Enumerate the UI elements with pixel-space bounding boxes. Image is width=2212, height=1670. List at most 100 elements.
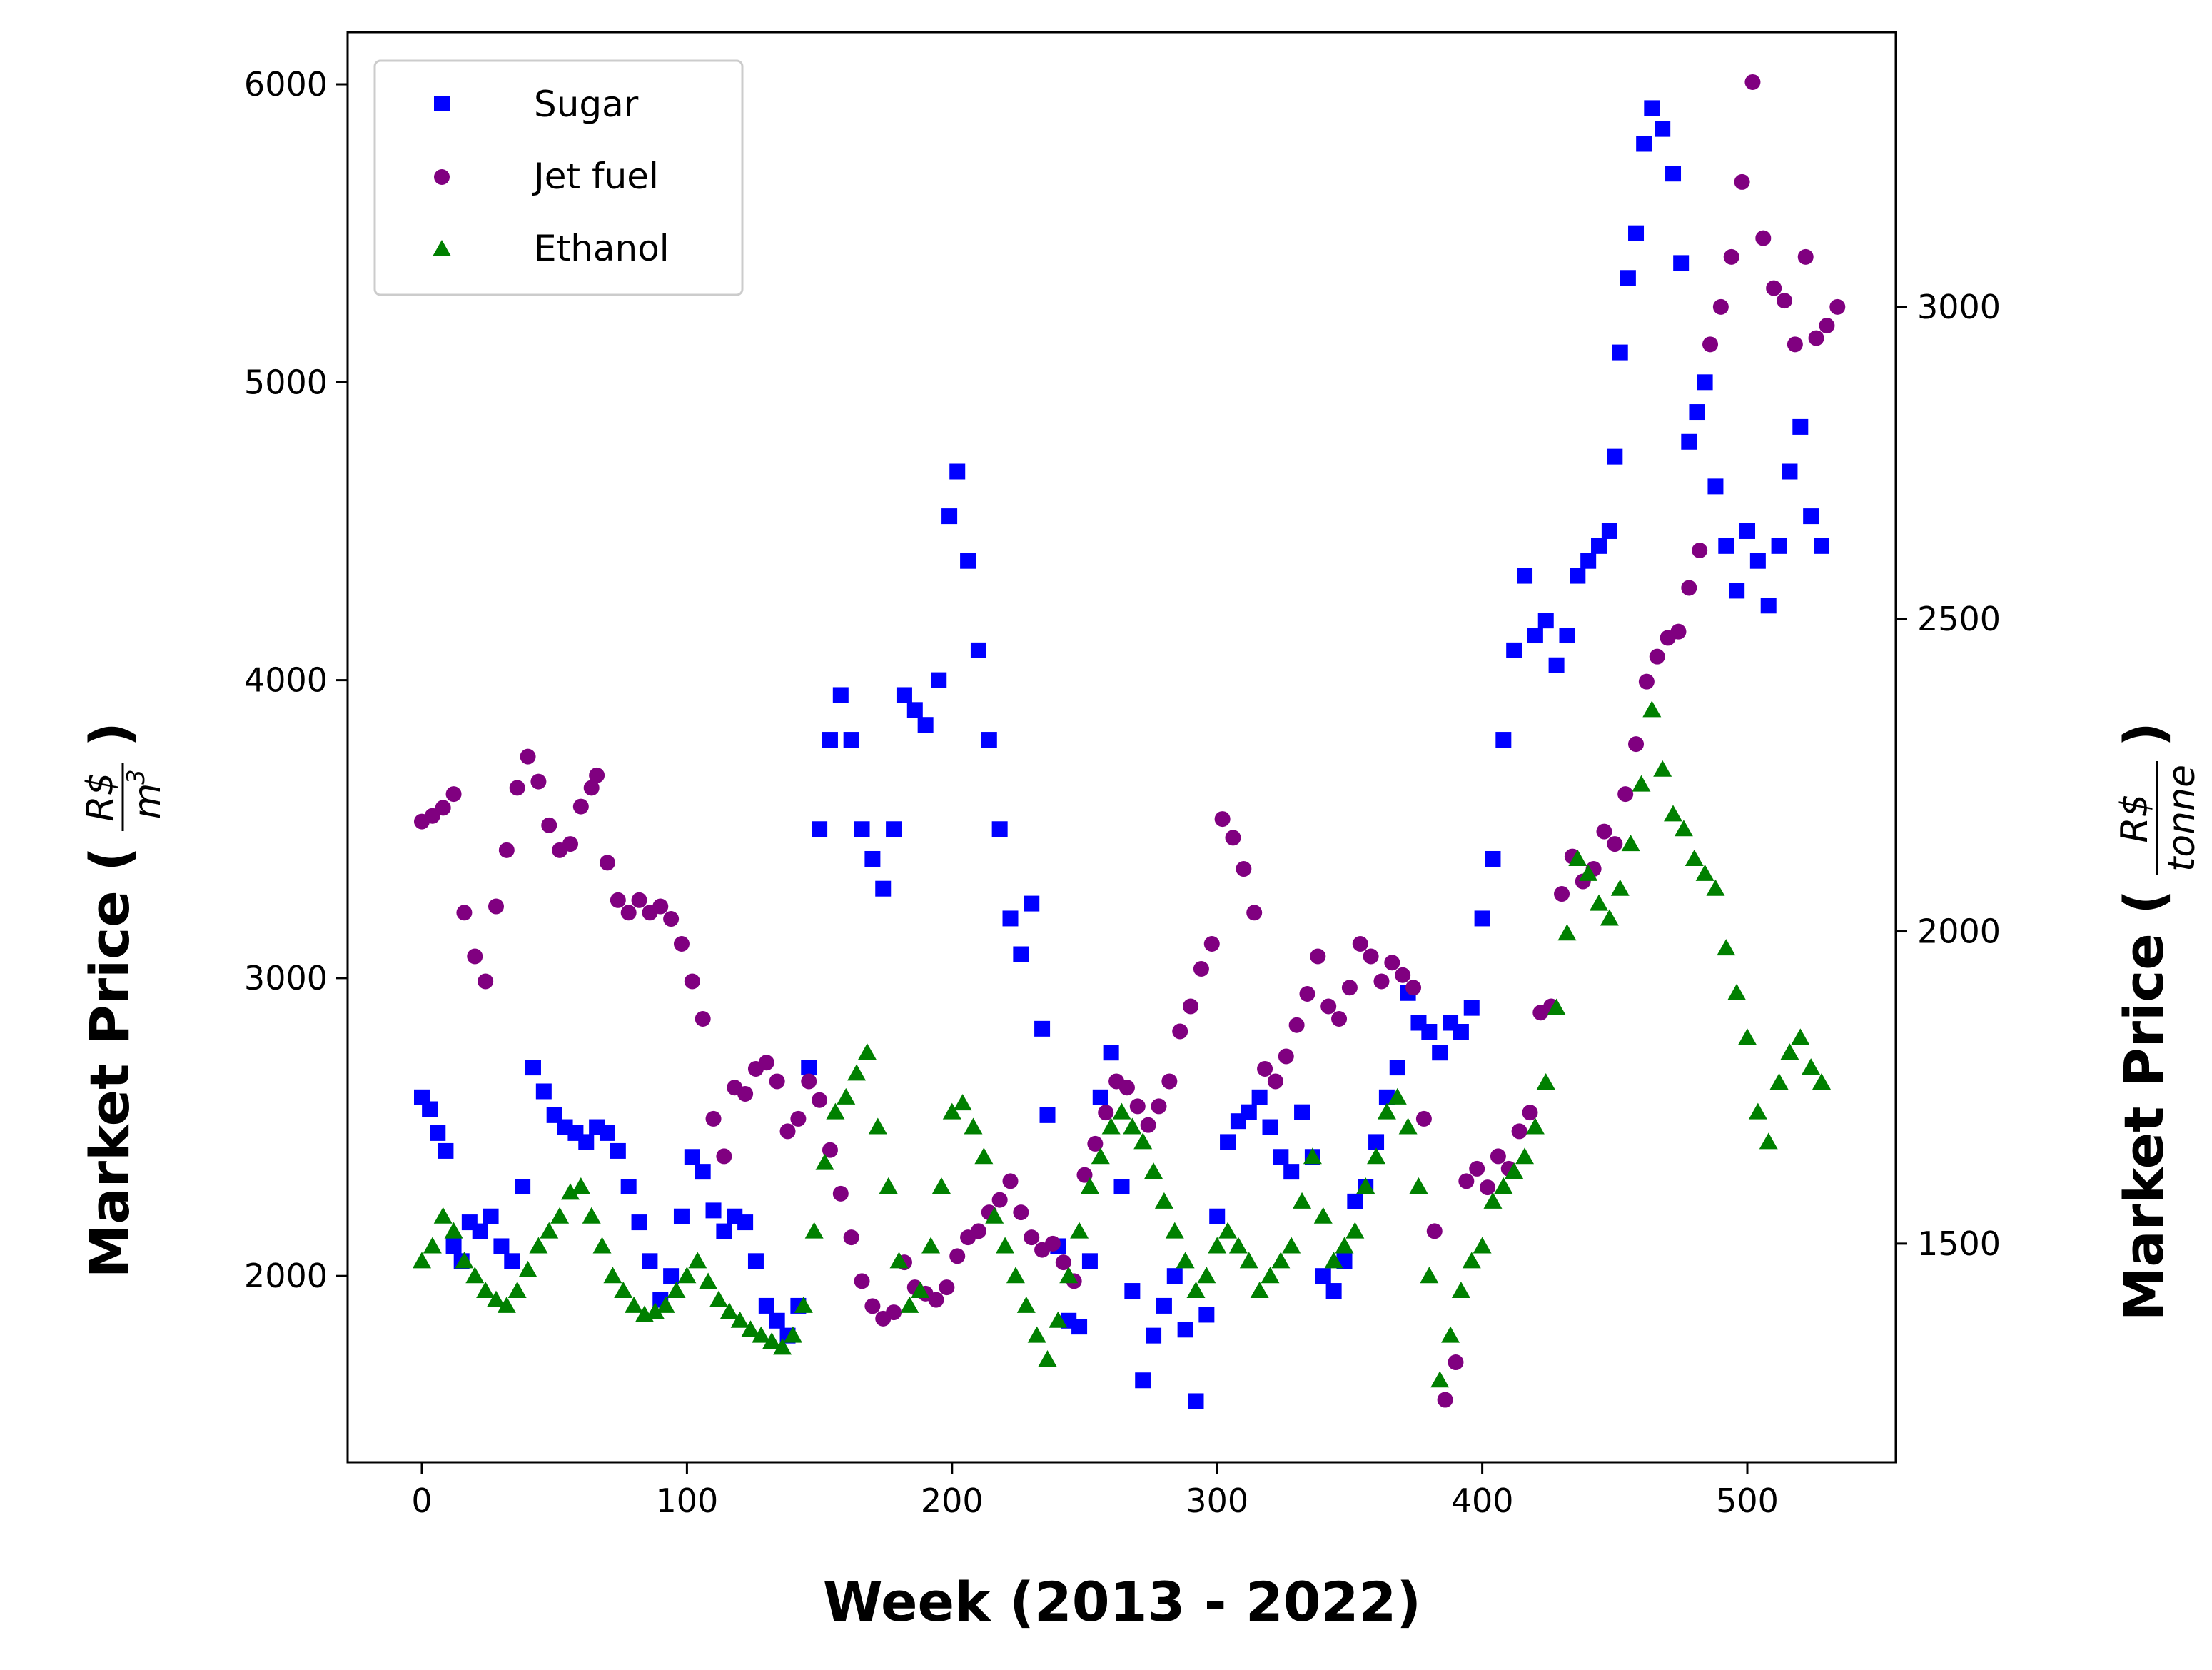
point-sugar bbox=[1506, 642, 1522, 658]
y-axis-left-unit-superscript: 3 bbox=[122, 769, 151, 785]
point-ethanol bbox=[1271, 1252, 1291, 1269]
point-sugar bbox=[843, 732, 859, 748]
point-sugar bbox=[1559, 628, 1575, 644]
point-ethanol bbox=[1282, 1237, 1301, 1254]
point-jet-fuel bbox=[1638, 673, 1655, 690]
point-sugar bbox=[1548, 657, 1565, 673]
point-sugar bbox=[472, 1223, 488, 1239]
point-jet-fuel bbox=[509, 780, 525, 796]
point-jet-fuel bbox=[1246, 905, 1263, 921]
point-jet-fuel bbox=[478, 973, 494, 990]
point-ethanol bbox=[699, 1272, 718, 1289]
point-ethanol bbox=[518, 1260, 537, 1277]
point-ethanol bbox=[476, 1282, 495, 1299]
series-ethanol bbox=[412, 700, 1832, 1388]
point-ethanol bbox=[1738, 1028, 1757, 1045]
point-ethanol bbox=[1080, 1177, 1099, 1194]
point-jet-fuel bbox=[1055, 1254, 1071, 1271]
point-jet-fuel bbox=[445, 786, 462, 803]
point-sugar bbox=[931, 672, 947, 688]
point-sugar bbox=[684, 1149, 700, 1165]
point-jet-fuel bbox=[572, 798, 589, 815]
y-left-tick-label: 3000 bbox=[244, 959, 328, 997]
point-ethanol bbox=[1059, 1267, 1079, 1284]
point-sugar bbox=[1262, 1119, 1278, 1135]
point-ethanol bbox=[1632, 775, 1651, 792]
point-ethanol bbox=[1515, 1147, 1535, 1165]
point-ethanol bbox=[423, 1237, 442, 1254]
y-axis-right-title-close: ) bbox=[2112, 722, 2176, 747]
point-sugar bbox=[854, 821, 870, 837]
point-jet-fuel bbox=[790, 1110, 807, 1127]
point-jet-fuel bbox=[939, 1279, 955, 1296]
point-jet-fuel bbox=[684, 973, 700, 990]
point-ethanol bbox=[889, 1252, 909, 1269]
point-jet-fuel bbox=[1013, 1204, 1029, 1221]
x-axis-title: Week (2013 - 2022) bbox=[823, 1570, 1421, 1634]
point-sugar bbox=[546, 1107, 562, 1123]
point-sugar bbox=[438, 1142, 454, 1159]
point-ethanol bbox=[1038, 1350, 1057, 1367]
point-sugar bbox=[705, 1202, 722, 1219]
point-jet-fuel bbox=[1712, 298, 1729, 315]
point-ethanol bbox=[1727, 983, 1747, 1000]
point-ethanol bbox=[815, 1153, 834, 1170]
point-jet-fuel bbox=[631, 892, 647, 908]
point-ethanol bbox=[1642, 700, 1662, 718]
point-ethanol bbox=[1293, 1192, 1312, 1209]
point-sugar bbox=[875, 880, 892, 897]
y-axis-right-unit-denominator: tonne bbox=[2161, 765, 2203, 872]
point-ethanol bbox=[497, 1296, 516, 1313]
point-sugar bbox=[1707, 478, 1724, 495]
point-jet-fuel bbox=[1172, 1023, 1188, 1040]
point-ethanol bbox=[1197, 1267, 1216, 1284]
point-ethanol bbox=[1748, 1102, 1767, 1120]
point-jet-fuel bbox=[705, 1110, 722, 1127]
point-sugar bbox=[747, 1253, 764, 1269]
point-jet-fuel bbox=[498, 842, 515, 858]
point-jet-fuel bbox=[1702, 336, 1719, 353]
legend-marker-jet-fuel bbox=[434, 169, 450, 185]
point-sugar bbox=[960, 553, 976, 569]
point-jet-fuel bbox=[1755, 230, 1772, 246]
point-jet-fuel bbox=[769, 1073, 785, 1090]
y-axis-left-title-close: ) bbox=[78, 722, 141, 747]
point-ethanol bbox=[677, 1267, 697, 1284]
point-ethanol bbox=[1674, 820, 1693, 837]
point-jet-fuel bbox=[886, 1304, 902, 1321]
point-jet-fuel bbox=[583, 780, 600, 796]
point-sugar bbox=[1749, 553, 1766, 569]
point-sugar bbox=[1620, 270, 1636, 286]
point-ethanol bbox=[1123, 1117, 1142, 1135]
point-jet-fuel bbox=[695, 1010, 711, 1027]
point-ethanol bbox=[1568, 849, 1587, 866]
point-sugar bbox=[1325, 1283, 1342, 1299]
point-sugar bbox=[1570, 568, 1586, 584]
point-sugar bbox=[1166, 1268, 1183, 1284]
point-jet-fuel bbox=[1257, 1060, 1273, 1077]
point-ethanol bbox=[1441, 1326, 1460, 1343]
point-ethanol bbox=[974, 1147, 994, 1165]
point-ethanol bbox=[656, 1296, 675, 1313]
point-ethanol bbox=[1112, 1102, 1131, 1120]
point-sugar bbox=[1803, 508, 1819, 525]
y-left-tick-label: 5000 bbox=[244, 363, 328, 401]
point-sugar bbox=[631, 1214, 647, 1231]
point-sugar bbox=[1283, 1164, 1300, 1180]
point-sugar bbox=[695, 1164, 711, 1180]
point-jet-fuel bbox=[1744, 74, 1761, 90]
point-jet-fuel bbox=[663, 911, 680, 927]
point-ethanol bbox=[900, 1296, 919, 1313]
point-jet-fuel bbox=[1214, 811, 1231, 828]
point-ethanol bbox=[1706, 879, 1725, 896]
point-sugar bbox=[1421, 1024, 1438, 1040]
point-sugar bbox=[1485, 850, 1501, 867]
point-jet-fuel bbox=[1129, 1098, 1146, 1115]
point-jet-fuel bbox=[1310, 948, 1326, 965]
point-ethanol bbox=[857, 1043, 877, 1060]
point-sugar bbox=[801, 1060, 817, 1076]
point-jet-fuel bbox=[1437, 1392, 1453, 1408]
point-ethanol bbox=[741, 1320, 760, 1337]
legend-label-sugar: Sugar bbox=[534, 84, 639, 125]
point-ethanol bbox=[529, 1237, 548, 1254]
